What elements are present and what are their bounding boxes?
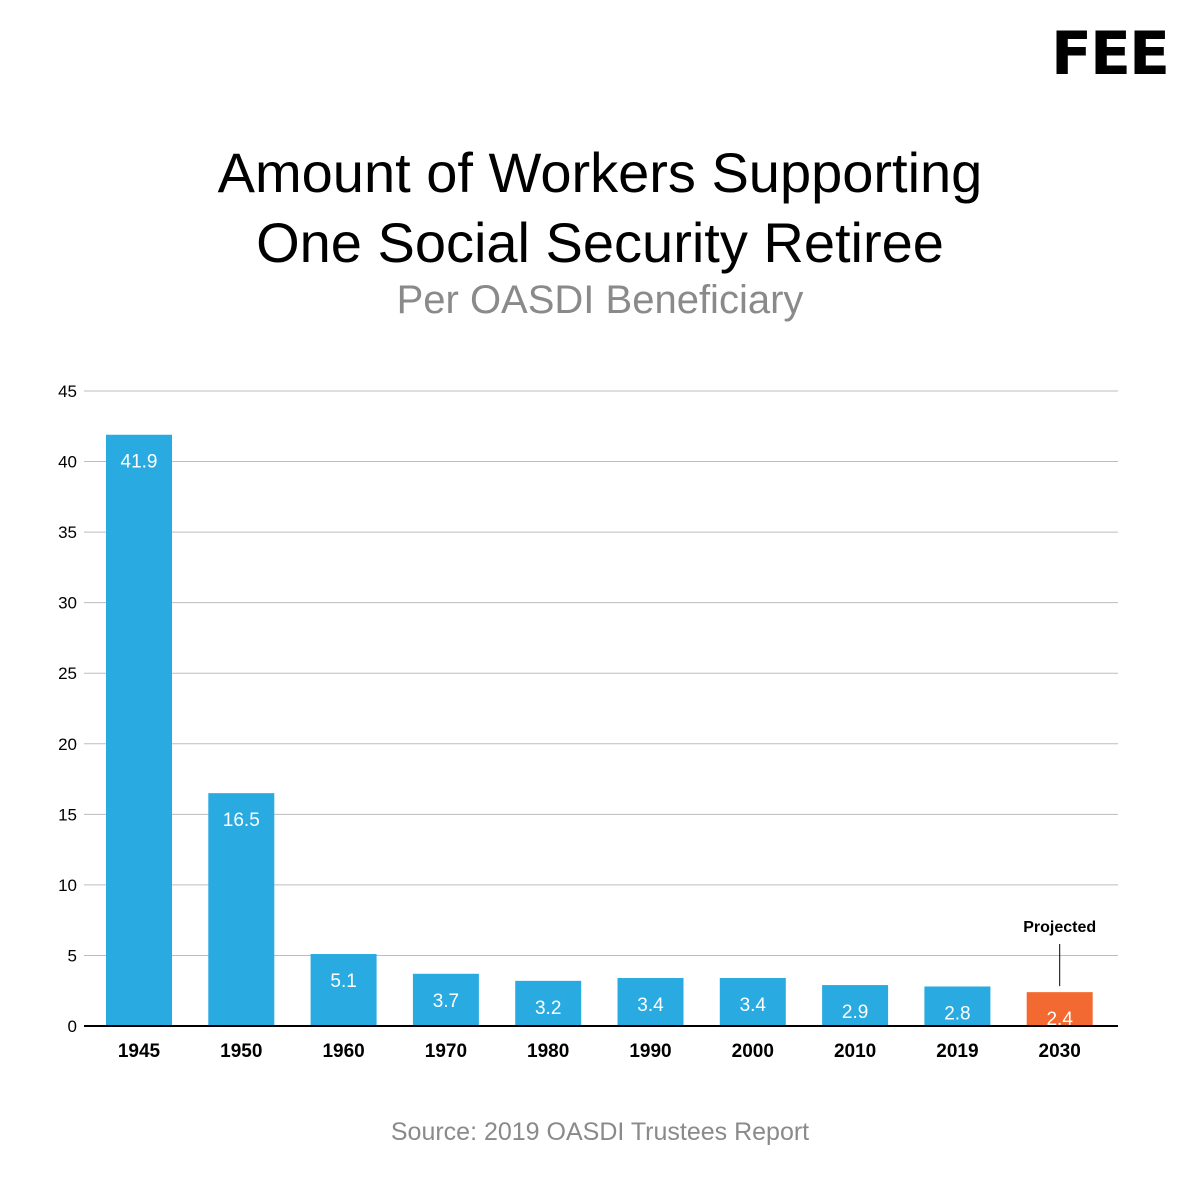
bar-projected: [1026, 992, 1093, 1026]
y-tick-label: 45: [58, 382, 77, 401]
x-tick-label: 1945: [118, 1041, 161, 1062]
projected-annotation: Projected: [1023, 919, 1096, 936]
title-line-1: Amount of Workers Supporting: [217, 141, 983, 204]
y-tick-label: 5: [68, 946, 77, 965]
data-label: 2.9: [842, 1002, 868, 1023]
x-tick-label: 2000: [732, 1041, 774, 1062]
data-label: 2.4: [1046, 1009, 1073, 1030]
y-tick-label: 40: [58, 453, 77, 472]
data-label: 41.9: [121, 452, 158, 473]
bar: [924, 986, 991, 1026]
data-label: 3.4: [740, 995, 767, 1016]
y-tick-label: 35: [58, 523, 77, 542]
data-label: 3.7: [433, 991, 459, 1012]
bar: [515, 980, 582, 1026]
x-tick-label: 2010: [834, 1041, 876, 1062]
x-tick-label: 1960: [322, 1041, 364, 1062]
bar: [822, 985, 889, 1026]
bar: [719, 978, 786, 1026]
data-label: 3.2: [535, 998, 561, 1019]
data-label: 2.8: [944, 1003, 970, 1024]
data-label: 3.4: [637, 995, 664, 1016]
y-tick-label: 15: [58, 805, 77, 824]
y-tick-label: 20: [58, 735, 77, 754]
title-line-2: One Social Security Retiree: [256, 211, 944, 274]
x-tick-label: 1980: [527, 1041, 569, 1062]
x-tick-label: 1950: [220, 1041, 262, 1062]
bar: [106, 434, 172, 1026]
x-tick-label: 2019: [936, 1041, 978, 1062]
data-label: 5.1: [330, 971, 356, 992]
bar: [412, 973, 479, 1026]
y-tick-label: 30: [58, 594, 77, 613]
source-note: Source: 2019 OASDI Trustees Report: [390, 1118, 810, 1146]
y-tick-label: 25: [58, 664, 77, 683]
y-tick-label: 0: [68, 1017, 77, 1036]
bar: [208, 793, 275, 1026]
x-tick-label: 1990: [629, 1041, 671, 1062]
chart-title: Amount of Workers Supporting One Social …: [0, 138, 1200, 278]
x-tick-label: 2030: [1039, 1041, 1081, 1062]
y-tick-label: 10: [58, 876, 77, 895]
fee-logo: FEE: [1051, 19, 1170, 89]
x-tick-label: 1970: [425, 1041, 467, 1062]
bar: [617, 978, 684, 1026]
data-label: 16.5: [223, 810, 260, 831]
chart-subtitle: Per OASDI Beneficiary: [396, 278, 804, 322]
bar: [310, 954, 377, 1026]
